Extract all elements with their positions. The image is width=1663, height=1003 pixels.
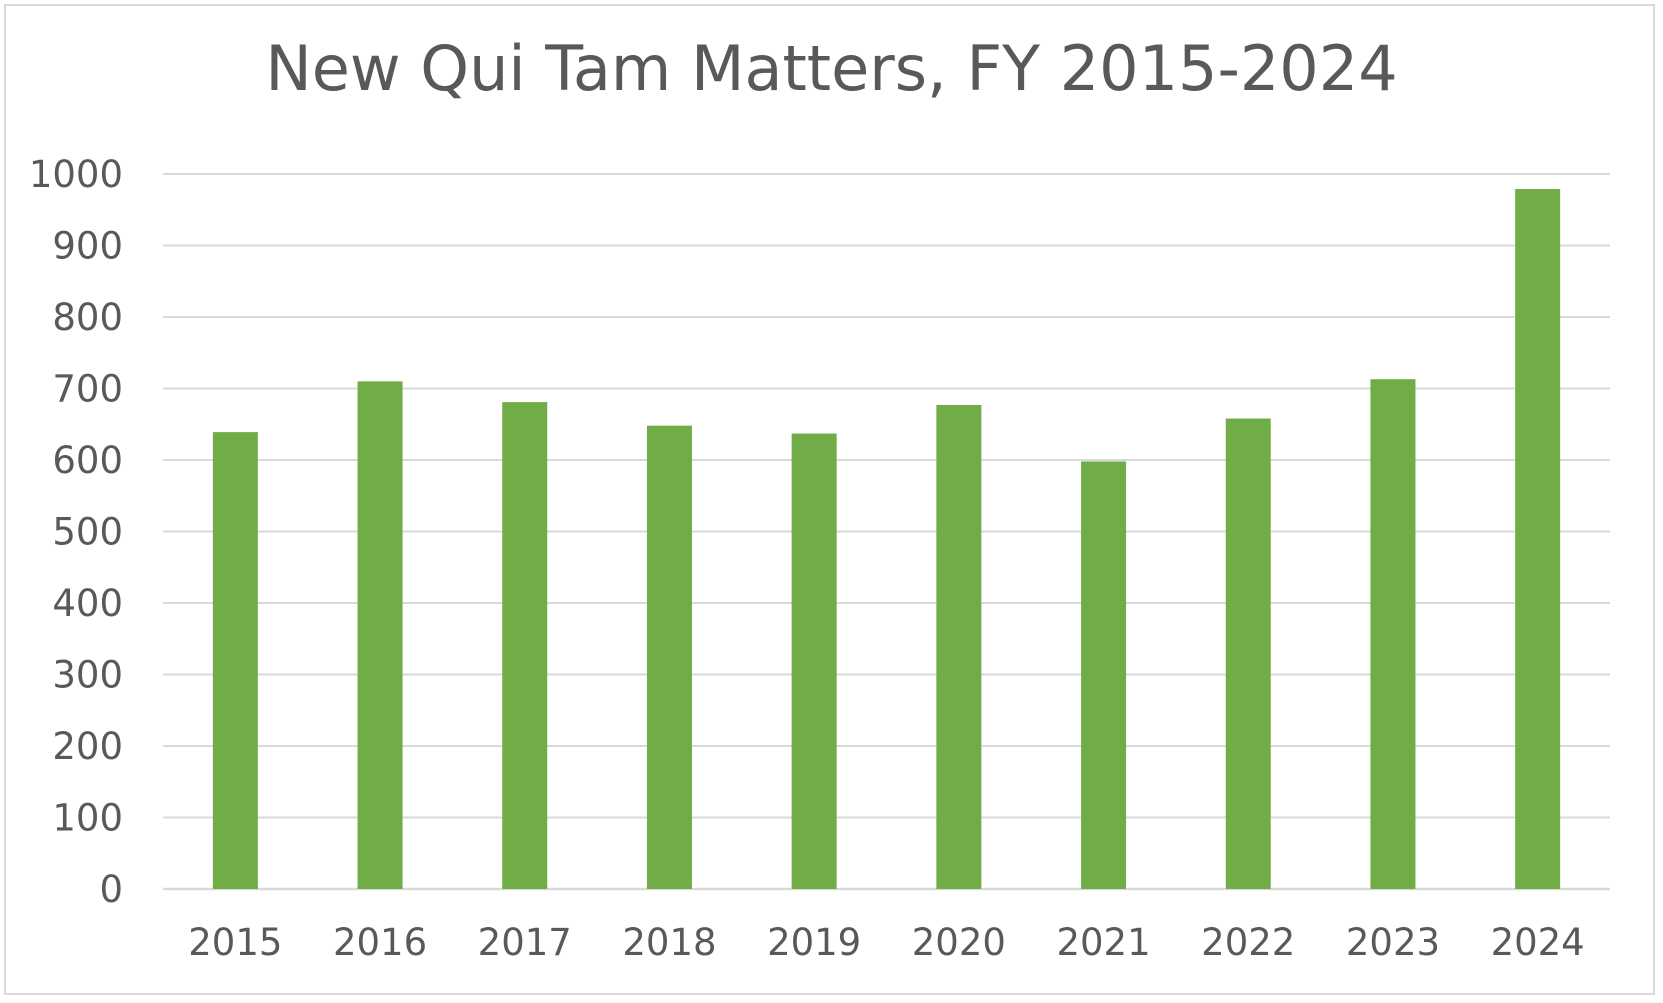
gridlines (163, 173, 1610, 891)
bar-2022 (1225, 418, 1271, 889)
x-tick-label: 2023 (1346, 921, 1440, 964)
y-tick-label: 0 (99, 868, 123, 911)
y-tick-label: 1000 (29, 153, 123, 196)
x-tick-label: 2024 (1491, 921, 1585, 964)
bar-2021 (1081, 461, 1127, 889)
x-tick-label: 2022 (1201, 921, 1295, 964)
bar-2017 (502, 402, 548, 889)
x-tick-label: 2019 (767, 921, 861, 964)
y-tick-label: 300 (52, 654, 123, 697)
y-tick-label: 100 (52, 797, 123, 840)
x-tick-label: 2017 (478, 921, 572, 964)
x-tick-label: 2015 (188, 921, 282, 964)
x-tick-label: 2016 (333, 921, 427, 964)
y-tick-label: 900 (52, 225, 123, 268)
y-tick-label: 500 (52, 511, 123, 554)
x-tick-label: 2018 (622, 921, 716, 964)
y-tick-label: 200 (52, 725, 123, 768)
y-axis-tick-labels: 0 100 200 300 400 500 600 700 800 900 1000 (29, 153, 123, 911)
x-axis-tick-labels: 2015 2016 2017 2018 2019 2020 2021 2022 2023 2024 (188, 921, 1584, 964)
bar-2018 (646, 425, 692, 889)
chart-title: New Qui Tam Matters, FY 2015-2024 (265, 32, 1398, 105)
y-tick-label: 800 (52, 296, 123, 339)
bars (212, 189, 1561, 889)
bar-2019 (791, 433, 837, 889)
y-tick-label: 700 (52, 368, 123, 411)
bar-2024 (1515, 189, 1561, 889)
x-tick-label: 2020 (912, 921, 1006, 964)
bar-2015 (212, 432, 258, 889)
y-tick-label: 600 (52, 439, 123, 482)
bar-2020 (936, 404, 982, 889)
bar-2023 (1370, 379, 1416, 889)
bar-2016 (357, 381, 403, 889)
x-tick-label: 2021 (1056, 921, 1150, 964)
y-tick-label: 400 (52, 582, 123, 625)
